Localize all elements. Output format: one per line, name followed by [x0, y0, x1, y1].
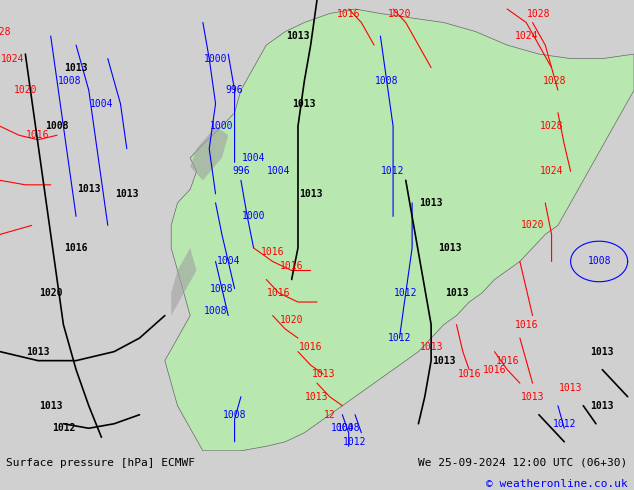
Text: 1020: 1020	[387, 8, 411, 19]
Text: 1013: 1013	[590, 401, 614, 411]
Text: 996: 996	[226, 85, 243, 95]
Text: 1013: 1013	[311, 369, 335, 379]
Text: 1000: 1000	[242, 211, 266, 221]
Text: 1013: 1013	[521, 392, 545, 402]
Text: 1028: 1028	[543, 76, 567, 86]
Text: 996: 996	[232, 166, 250, 176]
Text: 1013: 1013	[64, 63, 88, 73]
Text: 1013: 1013	[419, 342, 443, 352]
Text: 1008: 1008	[375, 76, 399, 86]
Text: 1000: 1000	[204, 53, 228, 64]
Text: 1013: 1013	[77, 184, 101, 195]
Text: 1013: 1013	[292, 98, 316, 109]
Polygon shape	[190, 126, 228, 180]
Text: 1004: 1004	[330, 423, 354, 433]
Text: 1013: 1013	[26, 346, 50, 357]
Text: 1024: 1024	[1, 53, 25, 64]
Text: 1004: 1004	[216, 256, 240, 267]
Text: 1008: 1008	[223, 410, 247, 420]
Text: 1012: 1012	[394, 288, 418, 298]
Text: 1020: 1020	[280, 315, 304, 325]
Text: 1008: 1008	[587, 256, 611, 267]
Text: 1012: 1012	[387, 333, 411, 343]
Text: 1013: 1013	[432, 356, 456, 366]
Text: 1016: 1016	[261, 247, 285, 257]
Text: 1016: 1016	[267, 288, 291, 298]
Text: 1013: 1013	[299, 189, 323, 199]
Text: 1008: 1008	[45, 121, 69, 131]
Text: 1028: 1028	[527, 8, 551, 19]
Text: 1016: 1016	[26, 130, 50, 140]
Text: 1013: 1013	[286, 31, 310, 41]
Text: 1016: 1016	[64, 243, 88, 253]
Text: 1016: 1016	[280, 261, 304, 271]
Text: 1004: 1004	[242, 153, 266, 163]
Text: 1013: 1013	[115, 189, 139, 199]
Text: 1013: 1013	[305, 392, 329, 402]
Text: 1008: 1008	[337, 423, 361, 433]
Text: 1013: 1013	[559, 383, 583, 392]
Text: 1016: 1016	[514, 319, 538, 330]
Polygon shape	[165, 9, 634, 451]
Text: 1013: 1013	[419, 198, 443, 208]
Text: We 25-09-2024 12:00 UTC (06+30): We 25-09-2024 12:00 UTC (06+30)	[418, 458, 628, 468]
Text: 12: 12	[324, 410, 335, 420]
Text: 1012: 1012	[51, 423, 75, 433]
Text: © weatheronline.co.uk: © weatheronline.co.uk	[486, 479, 628, 489]
Text: 1013: 1013	[590, 346, 614, 357]
Text: 1016: 1016	[482, 365, 507, 375]
Text: Surface pressure [hPa] ECMWF: Surface pressure [hPa] ECMWF	[6, 458, 195, 468]
Text: 1012: 1012	[552, 419, 576, 429]
Text: 1013: 1013	[444, 288, 469, 298]
Text: 1020: 1020	[521, 220, 545, 230]
Text: 1008: 1008	[210, 284, 234, 294]
Text: 1013: 1013	[438, 243, 462, 253]
Text: 1004: 1004	[267, 166, 291, 176]
Text: 1008: 1008	[58, 76, 82, 86]
Text: 1028: 1028	[540, 121, 564, 131]
Text: 1008: 1008	[204, 306, 228, 316]
Text: 1024: 1024	[540, 166, 564, 176]
Text: 1020: 1020	[13, 85, 37, 95]
Text: 1013: 1013	[39, 401, 63, 411]
Text: 1016: 1016	[495, 356, 519, 366]
Text: 1004: 1004	[89, 98, 113, 109]
Text: 1016: 1016	[457, 369, 481, 379]
Text: 1020: 1020	[39, 288, 63, 298]
Text: 1024: 1024	[514, 31, 538, 41]
Text: 1016: 1016	[299, 342, 323, 352]
Text: 1028: 1028	[0, 26, 12, 37]
Polygon shape	[171, 248, 197, 316]
Text: 1016: 1016	[337, 8, 361, 19]
Text: 1012: 1012	[381, 166, 405, 176]
Text: 1012: 1012	[343, 437, 367, 447]
Text: 1000: 1000	[210, 121, 234, 131]
